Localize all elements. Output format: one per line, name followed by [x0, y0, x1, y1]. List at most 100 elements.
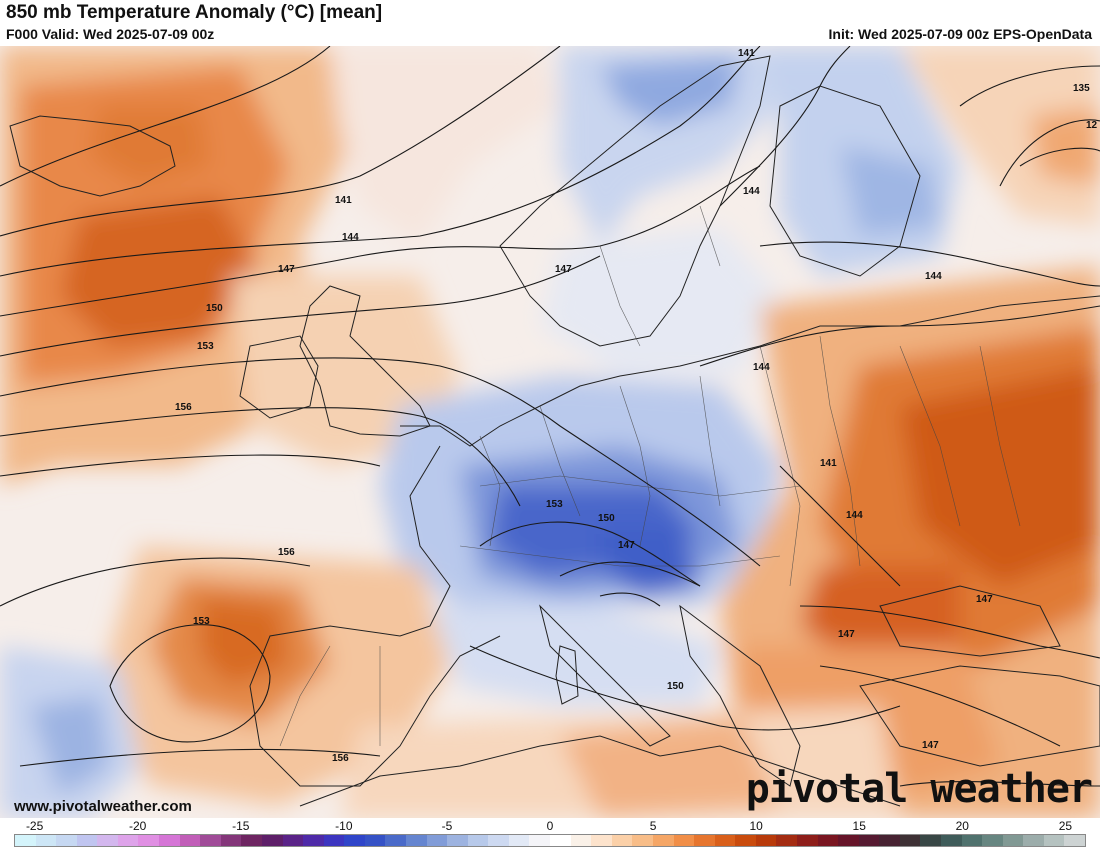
colorbar-tick-label: -25 [25, 819, 44, 833]
colorbar-swatch [920, 835, 942, 846]
contour-label: 150 [206, 303, 223, 314]
contour-label: 135 [1073, 83, 1090, 94]
contour-label: 153 [197, 341, 214, 352]
brand-logo-text: pivotal weather [745, 766, 1093, 812]
colorbar-swatch [179, 835, 201, 846]
contour-label: 141 [738, 48, 755, 59]
contour-label: 147 [976, 594, 993, 605]
colorbar-swatch [673, 835, 695, 846]
contour-label: 156 [175, 402, 192, 413]
colorbar-swatch [570, 835, 592, 846]
contour-label: 144 [342, 232, 359, 243]
colorbar-swatch [591, 835, 612, 846]
colorbar-swatch [961, 835, 983, 846]
contour-label: 156 [278, 547, 295, 558]
colorbar-swatch [117, 835, 139, 846]
colorbar-tick-label: 25 [1058, 819, 1073, 833]
contour-label: 150 [667, 681, 684, 692]
contour-label: 144 [925, 271, 942, 282]
map-header: 850 mb Temperature Anomaly (°C) [mean] F… [0, 0, 1100, 46]
colorbar-tick-labels: -25 -20 -15 -10 -5 0 5 10 15 20 25 [0, 818, 1100, 834]
contour-label: 144 [846, 510, 863, 521]
colorbar-swatch [632, 835, 653, 846]
contour-label: 147 [555, 264, 572, 275]
contour-label: 147 [278, 264, 295, 275]
contour-label: 150 [598, 513, 615, 524]
political-borders [279, 205, 1021, 747]
contour-label: 156 [332, 753, 349, 764]
colorbar-swatch [344, 835, 365, 846]
height-contours [0, 46, 1100, 787]
colorbar-swatch [241, 835, 262, 846]
contour-label: 141 [820, 458, 837, 469]
colorbar-swatch [35, 835, 57, 846]
contour-label: 147 [618, 540, 635, 551]
colorbar-swatch [1043, 835, 1065, 846]
colorbar-swatch [508, 835, 530, 846]
colorbar-swatch [899, 835, 921, 846]
colorbar-swatches [14, 834, 1086, 847]
colorbar-tick-label: -20 [129, 819, 147, 833]
colorbar-swatch [1023, 835, 1044, 846]
colorbar-swatch [282, 835, 304, 846]
colorbar-swatch [529, 835, 551, 846]
colorbar-swatch [385, 835, 406, 846]
colorbar-swatch [611, 835, 633, 846]
contour-label: 144 [743, 186, 760, 197]
contour-label-group: 141 141 141 144 144 144 144 144 147 147 … [175, 48, 1098, 764]
anomaly-map: 141 141 141 144 144 144 144 144 147 147 … [0, 46, 1100, 818]
colorbar-swatch [15, 835, 36, 846]
colorbar-tick-label: -15 [232, 819, 250, 833]
contour-label: 147 [922, 740, 939, 751]
colorbar-swatch [652, 835, 674, 846]
colorbar-swatch [97, 835, 118, 846]
contour-label: 153 [193, 616, 210, 627]
contour-label: 147 [838, 629, 855, 640]
map-canvas: 141 141 141 144 144 144 144 144 147 147 … [0, 46, 1100, 818]
colorbar-swatch [405, 835, 427, 846]
colorbar-swatch [838, 835, 859, 846]
contour-label: 153 [546, 499, 563, 510]
colorbar-tick-label: 15 [852, 819, 866, 833]
colorbar-swatch [76, 835, 98, 846]
valid-time: F000 Valid: Wed 2025-07-09 00z [6, 26, 215, 42]
contour-label: 141 [335, 195, 352, 206]
colorbar-swatch [776, 835, 797, 846]
colorbar-swatch [858, 835, 880, 846]
colorbar-swatch [159, 835, 180, 846]
colorbar-tick-label: 10 [749, 819, 763, 833]
colorbar-swatch [364, 835, 386, 846]
colorbar-swatch [1064, 835, 1086, 846]
colorbar-tick-label: -5 [441, 819, 453, 833]
map-title: 850 mb Temperature Anomaly (°C) [mean] [6, 2, 383, 23]
website-link[interactable]: www.pivotalweather.com [14, 798, 192, 815]
colorbar-swatch [261, 835, 283, 846]
anomaly-shading [0, 46, 1100, 818]
colorbar-tick-label: 0 [546, 819, 554, 833]
colorbar-swatch [817, 835, 839, 846]
colorbar-swatch [220, 835, 242, 846]
colorbar-swatch [735, 835, 756, 846]
colorbar-swatch [56, 835, 77, 846]
colorbar-swatch [303, 835, 324, 846]
colorbar-swatch [982, 835, 1003, 846]
colorbar-swatch [714, 835, 736, 846]
colorbar-tick-label: -10 [335, 819, 353, 833]
colorbar-swatch [467, 835, 489, 846]
colorbar-swatch [755, 835, 777, 846]
colorbar-tick-label: 20 [955, 819, 969, 833]
colorbar-swatch [488, 835, 509, 846]
colorbar-swatch [323, 835, 345, 846]
init-time: Init: Wed 2025-07-09 00z EPS-OpenData [828, 26, 1093, 42]
colorbar-swatch [879, 835, 900, 846]
colorbar-legend: -25 -20 -15 -10 -5 0 5 10 15 20 25 [0, 818, 1100, 850]
colorbar-tick-label: 5 [649, 819, 657, 833]
colorbar-swatch [200, 835, 221, 846]
colorbar-swatch [941, 835, 962, 846]
colorbar-swatch [796, 835, 818, 846]
contour-label: 12 [1086, 120, 1098, 131]
colorbar-swatch [694, 835, 715, 846]
colorbar-swatch [550, 835, 571, 846]
colorbar-swatch [426, 835, 448, 846]
colorbar-swatch [1002, 835, 1024, 846]
